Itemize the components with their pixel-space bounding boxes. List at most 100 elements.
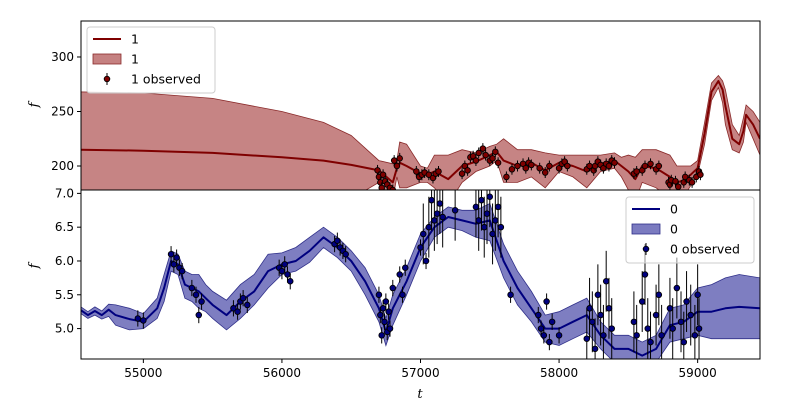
bottom-point-marker [683, 298, 690, 305]
top-observed-point [586, 160, 593, 172]
bottom-point-marker [602, 278, 610, 285]
top-observed-point [647, 158, 654, 170]
bottom-point-marker [396, 271, 403, 278]
top-point-marker [472, 157, 480, 164]
x-tick-label: 55000 [124, 366, 162, 380]
bottom-point-marker [195, 311, 203, 319]
top-y-ticks: 200 250 300 [51, 50, 81, 173]
top-observed-point [489, 152, 496, 164]
top-point-marker [688, 179, 696, 186]
bottom-point-marker [420, 230, 427, 238]
bottom-point-marker [284, 271, 291, 278]
top-point-marker [681, 173, 689, 181]
top-observed-point [688, 176, 696, 188]
top-legend-entry: 1 [93, 32, 139, 47]
bottom-observed-point [540, 327, 548, 344]
bottom-point-marker [230, 305, 237, 312]
bottom-point-marker [475, 217, 482, 224]
bottom-point-marker [489, 230, 496, 238]
bottom-y-tick-label: 5.0 [55, 322, 74, 336]
bottom-observed-point [286, 273, 294, 290]
top-observed-point [479, 143, 487, 155]
bottom-x-ticks: 55000 56000 57000 58000 59000 [124, 359, 717, 380]
bottom-point-marker [597, 311, 604, 319]
bottom-point-marker [439, 213, 446, 221]
bottom-observed-point [591, 318, 599, 359]
top-observed-point [522, 162, 530, 174]
bottom-y-tick-label: 6.0 [55, 254, 74, 268]
bottom-observed-point [239, 290, 247, 307]
bottom-observed-point [140, 312, 147, 329]
bottom-point-marker [451, 207, 459, 214]
bottom-observed-point [497, 196, 505, 258]
top-observed-point [379, 169, 387, 181]
bottom-point-marker [436, 200, 444, 207]
top-point-marker [680, 179, 688, 186]
bottom-y-tick-label: 5.5 [55, 288, 74, 302]
bottom-observed-point [687, 284, 694, 346]
bottom-point-marker [589, 318, 596, 326]
top-point-marker [396, 155, 403, 162]
top-observed-point [458, 168, 466, 180]
top-point-marker [393, 162, 401, 170]
bottom-observed-point [178, 263, 186, 280]
bottom-point-marker [378, 332, 385, 339]
bottom-point-marker [433, 210, 441, 217]
bottom-point-marker [281, 261, 288, 268]
bottom-point-marker [691, 332, 699, 339]
top-point-marker [413, 168, 420, 175]
top-legend-label: 1 observed [131, 72, 201, 87]
bottom-point-marker [647, 338, 654, 346]
bottom-observed-point [399, 286, 406, 303]
top-observed-point [528, 159, 535, 171]
bottom-point-marker [680, 338, 688, 346]
bottom-observed-point [234, 303, 241, 320]
bottom-observed-point [389, 279, 397, 297]
bottom-point-marker [594, 291, 602, 299]
bottom-observed-point [195, 306, 203, 324]
bottom-point-marker [507, 291, 514, 299]
bottom-observed-point [483, 190, 491, 245]
bottom-observed-point [402, 259, 409, 276]
top-point-marker [508, 166, 516, 173]
bottom-observed-point [589, 291, 596, 353]
top-observed-point [672, 175, 679, 187]
top-point-marker [475, 149, 482, 157]
top-observed-point [655, 160, 663, 172]
bottom-observed-point [472, 190, 480, 238]
bottom-legend-box [625, 196, 755, 264]
top-point-marker [586, 162, 593, 170]
bottom-observed-point [673, 257, 681, 319]
bottom-point-marker [244, 301, 251, 309]
bottom-observed-point [583, 308, 591, 359]
x-tick-label: 57000 [401, 366, 439, 380]
bottom-point-marker [140, 317, 147, 324]
bottom-observed-point [507, 286, 514, 303]
bottom-observed-point [378, 327, 385, 344]
top-observed-point [435, 166, 442, 177]
bottom-point-marker [486, 193, 494, 201]
bottom-point-marker [677, 318, 685, 326]
bottom-point-marker [494, 203, 502, 211]
top-legend-label: 1 [131, 32, 139, 47]
bottom-point-marker [178, 267, 186, 275]
top-point-marker [374, 167, 381, 174]
top-point-marker [546, 162, 553, 170]
top-observed-point [494, 157, 502, 169]
top-point-marker [528, 161, 535, 169]
top-observed-point [546, 160, 553, 172]
bottom-observed-point [422, 252, 430, 270]
bottom-legend-entry: 0 [631, 222, 678, 237]
top-point-marker [611, 159, 618, 166]
top-point-marker [672, 178, 679, 185]
bottom-observed-point [486, 190, 494, 228]
top-observed-point [503, 171, 510, 183]
bottom-observed-point [669, 298, 676, 359]
top-observed-point [413, 166, 420, 177]
top-legend-entry: 1 [92, 52, 139, 67]
bottom-legend-band-swatch [631, 223, 661, 235]
bottom-points-layer [134, 190, 703, 359]
bottom-observed-point [385, 303, 392, 320]
bottom-point-marker [478, 196, 485, 204]
